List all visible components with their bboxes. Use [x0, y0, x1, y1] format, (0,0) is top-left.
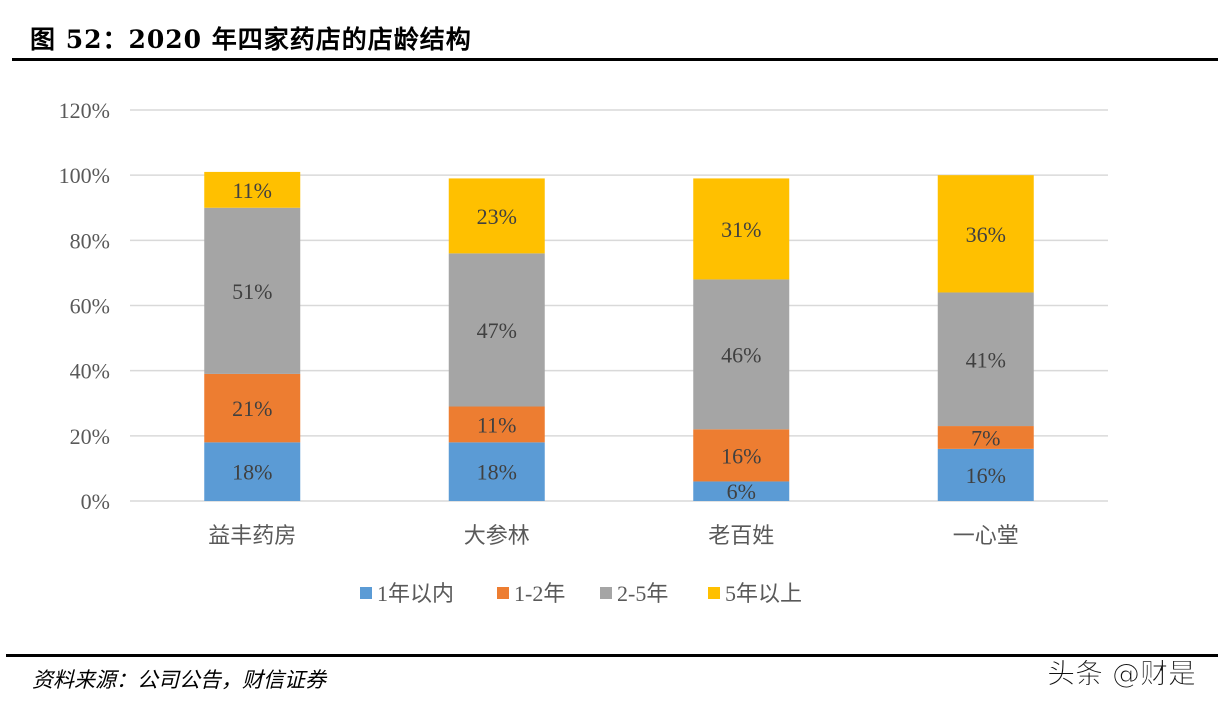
bar-segment [937, 292, 1034, 427]
legend-label: 2-5年 [617, 581, 668, 606]
data-label: 18% [232, 460, 272, 485]
data-label: 23% [477, 204, 517, 229]
source-rule [6, 654, 1218, 657]
bar-segment [937, 448, 1034, 501]
data-label: 16% [966, 463, 1006, 488]
figure-title: 图 52：2020 年四家药店的店龄结构 [30, 25, 472, 54]
data-label: 51% [232, 279, 272, 304]
y-tick-label: 20% [70, 424, 110, 449]
title-rule [12, 58, 1218, 61]
legend-swatch [708, 587, 720, 599]
bar-segment [204, 442, 301, 501]
data-label: 11% [477, 412, 517, 437]
bar-segment [204, 373, 301, 443]
data-label: 31% [721, 217, 761, 242]
y-tick-label: 100% [59, 163, 110, 188]
legend-label: 1年以内 [377, 581, 454, 606]
x-tick-label: 大参林 [464, 523, 530, 548]
legend-label: 5年以上 [725, 581, 802, 606]
bar-segment [204, 207, 301, 374]
data-label: 18% [477, 460, 517, 485]
y-tick-label: 40% [70, 359, 110, 384]
bar-segment [448, 442, 545, 501]
watermark: 头条 @财是 [1047, 657, 1197, 691]
x-tick-label: 老百姓 [708, 523, 774, 548]
data-label: 36% [966, 222, 1006, 247]
data-label: 11% [232, 178, 272, 203]
bar-segment [448, 178, 545, 254]
x-tick-label: 益丰药房 [208, 523, 296, 548]
bar-segment [693, 429, 790, 482]
data-label: 16% [721, 443, 761, 468]
legend-swatch [600, 587, 612, 599]
legend-swatch [497, 587, 509, 599]
bar-segment [693, 481, 790, 501]
y-tick-label: 0% [81, 489, 110, 514]
bar-segment [204, 171, 301, 208]
y-tick-label: 80% [70, 228, 110, 253]
legend-label: 1-2年 [514, 581, 565, 606]
bar-segment [693, 178, 790, 280]
y-tick-label: 120% [59, 98, 110, 123]
x-tick-label: 一心堂 [953, 523, 1019, 548]
source-note: 资料来源：公司公告，财信证券 [32, 668, 326, 692]
bar-segment [937, 175, 1034, 293]
data-label: 46% [721, 342, 761, 367]
bar-segment [448, 406, 545, 443]
data-label: 7% [971, 425, 1000, 450]
data-label: 47% [477, 318, 517, 343]
data-label: 41% [966, 347, 1006, 372]
bar-segment [693, 279, 790, 430]
bar-segment [937, 426, 1034, 449]
data-label: 6% [727, 479, 756, 504]
bar-segment [448, 253, 545, 407]
y-tick-label: 60% [70, 294, 110, 319]
legend-swatch [360, 587, 372, 599]
data-label: 21% [232, 396, 272, 421]
